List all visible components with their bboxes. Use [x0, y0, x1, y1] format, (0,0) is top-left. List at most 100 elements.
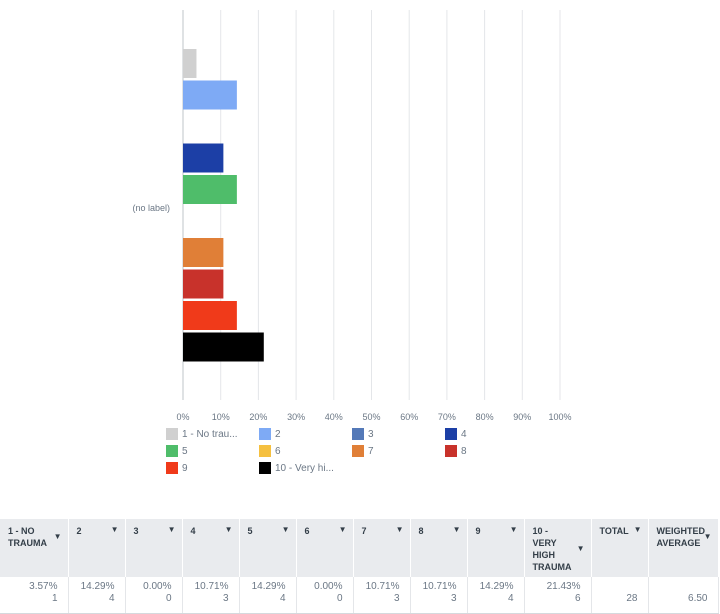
chart-legend: 1 - No trau... 2 3 4 5 6 7 8 9 10 - Very hi... [166, 427, 566, 477]
count-value: 6 [574, 593, 581, 604]
column-header-label: Weighted average [656, 526, 706, 548]
table-cell: 0.00% 0 [296, 577, 354, 614]
legend-item[interactable]: 5 [166, 444, 188, 458]
legend-label: 5 [182, 445, 188, 457]
legend-swatch [166, 445, 178, 457]
x-tick-label: 20% [249, 412, 267, 422]
x-tick-label: 70% [438, 412, 456, 422]
sort-caret-icon[interactable]: ▼ [281, 525, 290, 534]
legend-swatch [259, 428, 271, 440]
legend-swatch [259, 445, 271, 457]
legend-item[interactable]: 3 [352, 427, 374, 441]
sort-caret-icon[interactable]: ▼ [395, 525, 404, 534]
sort-caret-icon[interactable]: ▼ [224, 525, 233, 534]
legend-item[interactable]: 6 [259, 444, 281, 458]
column-header-label: 10 - Very high trauma [532, 526, 572, 572]
column-header[interactable]: Total ▼ [591, 519, 649, 577]
table-cell: 14.29% 4 [239, 577, 297, 614]
column-header[interactable]: 5 ▼ [239, 519, 297, 577]
x-tick-label: 60% [400, 412, 418, 422]
weighted-average-value: 6.50 [648, 577, 719, 614]
column-header[interactable]: Weighted average ▼ [648, 519, 719, 577]
column-header-label: 4 [190, 526, 196, 536]
gridlines [182, 10, 561, 400]
sort-caret-icon[interactable]: ▼ [167, 525, 176, 534]
column-header[interactable]: 2 ▼ [68, 519, 126, 577]
percentage-value: 3.57% [29, 581, 58, 592]
legend-swatch [352, 428, 364, 440]
sort-caret-icon[interactable]: ▼ [576, 544, 585, 553]
sort-caret-icon[interactable]: ▼ [509, 525, 518, 534]
count-value: 4 [507, 593, 514, 604]
percentage-value: 0.00% [143, 581, 172, 592]
percentage-value: 10.71% [365, 581, 400, 592]
count-value: 3 [222, 593, 229, 604]
column-header[interactable]: 7 ▼ [353, 519, 411, 577]
bar-9[interactable] [183, 301, 237, 330]
column-header[interactable]: 6 ▼ [296, 519, 354, 577]
sort-caret-icon[interactable]: ▼ [53, 532, 62, 541]
legend-item[interactable]: 10 - Very hi... [259, 461, 334, 475]
sort-caret-icon[interactable]: ▼ [338, 525, 347, 534]
legend-item[interactable]: 8 [445, 444, 467, 458]
legend-item[interactable]: 7 [352, 444, 374, 458]
sort-caret-icon[interactable]: ▼ [110, 525, 119, 534]
percentage-value: 14.29% [80, 581, 115, 592]
column-header[interactable]: 1 - No trauma ▼ [0, 519, 69, 577]
x-tick-label: 10% [212, 412, 230, 422]
legend-item[interactable]: 2 [259, 427, 281, 441]
count-value: 4 [279, 593, 286, 604]
table-header-row: 1 - No trauma ▼ 2 ▼ 3 ▼ 4 ▼ 5 ▼ 6 ▼ 7 ▼ 8 ▼ 9 ▼ 10 - Very … [0, 519, 719, 577]
bar-10[interactable] [183, 332, 264, 362]
bar-7[interactable] [183, 238, 224, 267]
legend-item[interactable]: 4 [445, 427, 467, 441]
legend-label: 10 - Very hi... [275, 462, 334, 474]
legend-swatch [445, 428, 457, 440]
table-cell: 10.71% 3 [410, 577, 468, 614]
legend-swatch [445, 445, 457, 457]
legend-swatch [352, 445, 364, 457]
legend-label: 3 [368, 428, 374, 440]
table-cell: 14.29% 4 [467, 577, 525, 614]
count-value: 0 [336, 593, 343, 604]
legend-label: 2 [275, 428, 281, 440]
column-header[interactable]: 4 ▼ [182, 519, 240, 577]
column-header-label: Total [599, 526, 629, 536]
legend-swatch [166, 462, 178, 474]
sort-caret-icon[interactable]: ▼ [633, 525, 642, 534]
bar-8[interactable] [183, 269, 224, 299]
results-table: 1 - No trauma ▼ 2 ▼ 3 ▼ 4 ▼ 5 ▼ 6 ▼ 7 ▼ 8 ▼ 9 ▼ 10 - Very … [0, 519, 719, 614]
legend-item[interactable]: 1 - No trau... [166, 427, 238, 441]
percentage-value: 21.43% [546, 581, 581, 592]
count-value: 3 [393, 593, 400, 604]
legend-label: 9 [182, 462, 188, 474]
legend-swatch [259, 462, 271, 474]
column-header[interactable]: 8 ▼ [410, 519, 468, 577]
legend-label: 4 [461, 428, 467, 440]
legend-item[interactable]: 9 [166, 461, 188, 475]
legend-label: 1 - No trau... [182, 428, 238, 440]
sort-caret-icon[interactable]: ▼ [452, 525, 461, 534]
legend-swatch [166, 428, 178, 440]
table-cell: 14.29% 4 [68, 577, 126, 614]
bar-5[interactable] [183, 175, 237, 204]
sort-caret-icon[interactable]: ▼ [703, 532, 712, 541]
percentage-value: 14.29% [251, 581, 286, 592]
percentage-value: 10.71% [422, 581, 457, 592]
percentage-value: 0.00% [314, 581, 343, 592]
column-header[interactable]: 3 ▼ [125, 519, 183, 577]
bars [183, 49, 264, 362]
table-cell: 10.71% 3 [182, 577, 240, 614]
column-header-label: 5 [247, 526, 253, 536]
column-header-label: 2 [76, 526, 82, 536]
bar-2[interactable] [183, 80, 237, 110]
category-label: (no label) [132, 203, 170, 213]
legend-label: 7 [368, 445, 374, 457]
count-value: 4 [108, 593, 115, 604]
bar-4[interactable] [183, 143, 224, 173]
column-header[interactable]: 10 - Very high trauma ▼ [524, 519, 592, 577]
column-header[interactable]: 9 ▼ [467, 519, 525, 577]
percentage-value: 10.71% [194, 581, 229, 592]
bar-1[interactable] [183, 49, 197, 78]
column-header-label: 8 [418, 526, 424, 536]
